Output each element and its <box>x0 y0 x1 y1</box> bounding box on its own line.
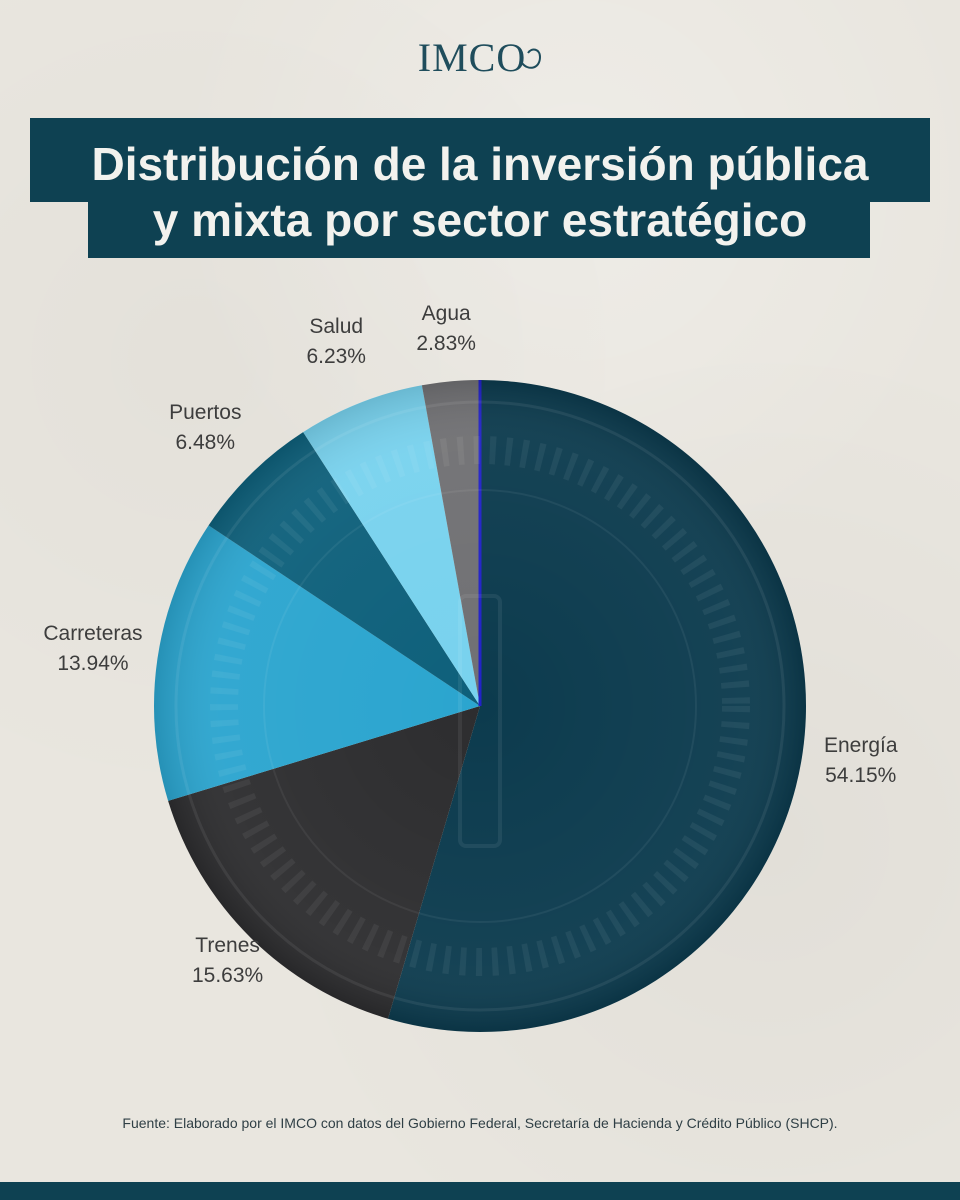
coin-numeral-one <box>458 594 502 848</box>
slice-label-name: Carreteras <box>43 622 143 646</box>
slice-label-name: Trenes <box>195 933 260 957</box>
slice-label-puertos: Puertos 6.48% <box>145 398 265 458</box>
slice-label-value: 6.23% <box>306 345 366 369</box>
slice-label-name: Salud <box>309 315 364 339</box>
slice-label-name: Energía <box>823 733 898 757</box>
slice-label-value: 2.83% <box>416 332 476 356</box>
logo-swirl-icon <box>521 48 542 69</box>
chart-title-line2: y mixta por sector estratégico <box>152 194 808 246</box>
slice-label-trenes: Trenes 15.63% <box>168 931 288 991</box>
slice-label-value: 15.63% <box>191 963 264 987</box>
source-note: Fuente: Elaborado por el IMCO con datos … <box>122 1115 838 1131</box>
imco-logo: IMCO <box>0 34 960 81</box>
slice-label-agua: Agua 2.83% <box>386 299 506 359</box>
slice-label-energía: Energía 54.15% <box>801 731 921 791</box>
bottom-bar <box>0 1182 960 1200</box>
slice-label-carreteras: Carreteras 13.94% <box>33 619 153 679</box>
slice-label-value: 13.94% <box>57 652 129 676</box>
slice-label-value: 54.15% <box>825 763 897 787</box>
coin-shading <box>154 380 806 1032</box>
slice-label-salud: Salud 6.23% <box>276 312 396 372</box>
coin-pattern-band <box>210 436 750 976</box>
slice-label-name: Agua <box>421 302 471 326</box>
logo-text: IMCO <box>417 35 527 80</box>
title-box-line2 <box>88 186 870 258</box>
coin-overlay <box>154 380 806 1032</box>
chart-title-line1: Distribución de la inversión pública <box>91 138 869 190</box>
slice-label-value: 6.48% <box>175 430 236 454</box>
coin-rim-inner <box>263 489 697 923</box>
coin-rim-outer <box>174 400 786 1012</box>
slice-label-name: Puertos <box>169 400 242 424</box>
